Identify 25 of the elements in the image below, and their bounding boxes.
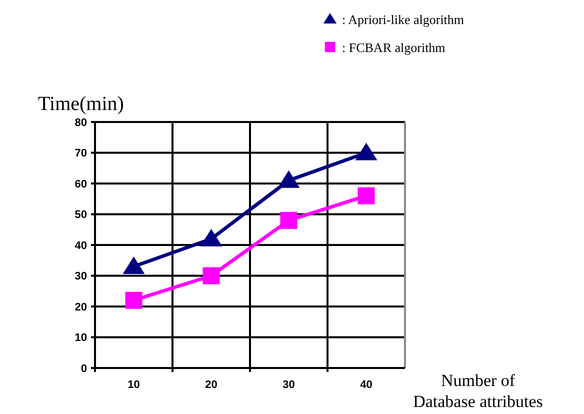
point xyxy=(122,256,145,274)
y-tick-label: 30 xyxy=(74,270,87,283)
legend-label: : FCBAR algorithm xyxy=(342,40,446,55)
point xyxy=(280,212,298,229)
y-tick-label: 10 xyxy=(74,332,87,344)
y-tick-label: 0 xyxy=(80,362,87,375)
point xyxy=(278,170,300,188)
y-tick-label: 60 xyxy=(74,178,87,190)
point xyxy=(200,228,222,246)
y-tick-label: 50 xyxy=(74,209,87,222)
x-tick-label: 30 xyxy=(282,379,295,391)
point xyxy=(358,187,375,204)
point xyxy=(355,142,378,160)
legend-label: : Apriori-like algorithm xyxy=(342,12,464,27)
x-tick-label: 10 xyxy=(128,379,140,391)
y-tick-label: 80 xyxy=(74,116,87,129)
y-tick-label: 70 xyxy=(74,148,87,160)
y-axis-title: Time(min) xyxy=(38,93,124,115)
point xyxy=(125,292,142,309)
x-tick-label: 20 xyxy=(205,379,218,391)
point xyxy=(202,267,220,284)
y-tick-label: 40 xyxy=(74,240,87,252)
x-axis-title: Number of Database attributes xyxy=(413,371,543,411)
x-tick-label: 40 xyxy=(360,379,372,391)
y-tick-label: 20 xyxy=(74,301,87,314)
